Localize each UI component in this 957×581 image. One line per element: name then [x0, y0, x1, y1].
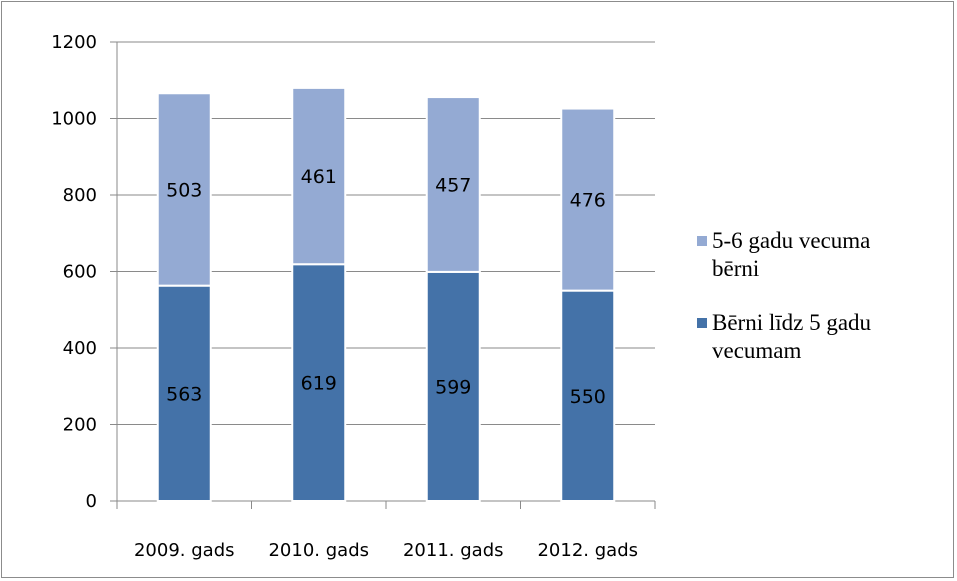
y-tick-label: 1000	[51, 109, 97, 130]
bar-segment	[560, 289, 616, 502]
data-label: 461	[301, 166, 337, 188]
x-tick-label: 2010. gads	[268, 540, 369, 561]
y-tick-label: 400	[63, 338, 97, 359]
data-label: 563	[166, 383, 202, 405]
legend-label: 5-6 gadu vecuma	[712, 228, 870, 253]
y-tick-label: 1200	[51, 32, 97, 53]
x-tick-label: 2009. gads	[134, 540, 235, 561]
data-label: 599	[435, 376, 471, 398]
bar-segment	[291, 86, 347, 266]
bar-segment	[560, 107, 616, 292]
y-tick-label: 800	[63, 185, 97, 206]
bar-segment	[291, 263, 347, 503]
x-tick-label: 2011. gads	[403, 540, 504, 561]
data-label: 457	[435, 174, 471, 196]
legend-label: vecumam	[712, 338, 802, 363]
legend-swatch	[697, 318, 707, 328]
data-label: 619	[301, 373, 337, 395]
x-tick-label: 2012. gads	[537, 540, 638, 561]
y-tick-label: 600	[63, 262, 97, 283]
legend-label: Bērni līdz 5 gadu	[712, 310, 872, 335]
data-label: 550	[570, 386, 606, 408]
bar-segment	[156, 284, 212, 502]
legend-swatch	[697, 236, 707, 246]
legend-label: bērni	[712, 256, 759, 281]
bar-segment	[156, 92, 212, 287]
data-label: 476	[570, 190, 606, 212]
y-tick-label: 200	[63, 415, 97, 436]
data-label: 503	[166, 179, 202, 201]
y-tick-label: 0	[86, 491, 97, 512]
bar-segment	[425, 270, 481, 502]
bar-segment	[425, 96, 481, 273]
